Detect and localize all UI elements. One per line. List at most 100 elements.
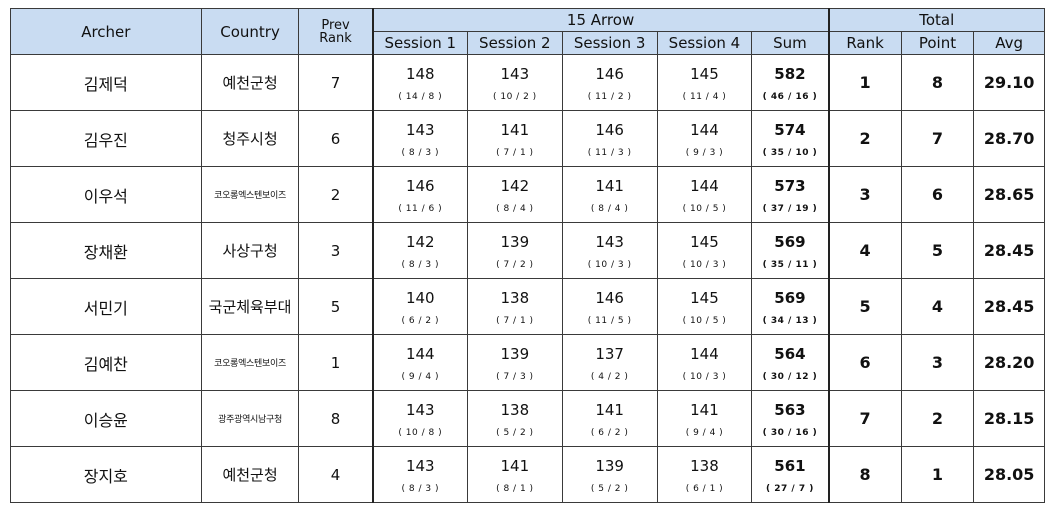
s2-cell: 141 ( 7 / 1 )	[466, 110, 563, 167]
s2-score: 138	[500, 400, 530, 419]
s1-tens-x: ( 8 / 3 )	[401, 147, 439, 158]
sum-score: 569	[774, 232, 806, 251]
s4-tens-x: ( 9 / 4 )	[685, 427, 724, 438]
s4-tens-x: ( 10 / 3 )	[682, 259, 727, 270]
s1-score: 148	[405, 64, 435, 83]
total-point: 6	[900, 166, 975, 223]
s3-tens-x: ( 11 / 3 )	[587, 147, 632, 158]
s2-tens-x: ( 7 / 2 )	[496, 259, 534, 270]
s3-tens-x: ( 8 / 4 )	[590, 203, 629, 214]
s2-cell: 141 ( 8 / 1 )	[466, 446, 563, 503]
s4-cell: 145 ( 10 / 3 )	[656, 222, 753, 279]
s3-score: 141	[595, 400, 624, 419]
sum-cell: 563 ( 30 / 16 )	[751, 390, 830, 447]
s2-cell: 139 ( 7 / 3 )	[466, 334, 563, 391]
s3-cell: 146 ( 11 / 3 )	[561, 110, 658, 167]
archer-team: 사상구청	[200, 222, 300, 279]
s4-score: 141	[690, 400, 719, 419]
sum-cell: 573 ( 37 / 19 )	[751, 166, 830, 223]
s4-tens-x: ( 10 / 3 )	[682, 371, 727, 382]
archer-name: 서민기	[10, 278, 202, 335]
s2-cell: 143 ( 10 / 2 )	[466, 54, 563, 111]
s4-cell: 144 ( 10 / 5 )	[656, 166, 753, 223]
sum-cell: 574 ( 35 / 10 )	[751, 110, 830, 167]
sum-tens-x: ( 30 / 12 )	[762, 371, 818, 382]
s3-score: 139	[595, 456, 624, 475]
s1-tens-x: ( 8 / 3 )	[401, 259, 439, 270]
archer-name: 김예찬	[10, 334, 202, 391]
archer-team: 청주시청	[200, 110, 300, 167]
header-total: Total	[827, 8, 1045, 32]
s2-cell: 138 ( 5 / 2 )	[466, 390, 563, 447]
total-avg: 28.45	[973, 222, 1045, 279]
total-avg: 28.70	[973, 110, 1045, 167]
total-rank: 1	[827, 54, 902, 111]
total-point: 8	[900, 54, 975, 111]
sum-tens-x: ( 46 / 16 )	[762, 91, 818, 102]
s2-tens-x: ( 8 / 1 )	[496, 483, 534, 494]
archer-name: 이승윤	[10, 390, 202, 447]
s2-score: 141	[500, 120, 530, 139]
total-avg: 28.20	[973, 334, 1045, 391]
total-rank: 2	[827, 110, 902, 167]
header-point: Point	[900, 31, 975, 55]
s3-cell: 139 ( 5 / 2 )	[561, 446, 658, 503]
s4-tens-x: ( 6 / 1 )	[685, 483, 724, 494]
total-rank: 8	[827, 446, 902, 503]
s3-cell: 141 ( 8 / 4 )	[561, 166, 658, 223]
s3-cell: 146 ( 11 / 2 )	[561, 54, 658, 111]
prev-rank: 6	[298, 110, 374, 167]
s2-tens-x: ( 8 / 4 )	[496, 203, 534, 214]
total-rank: 6	[827, 334, 902, 391]
table-row: 서민기 국군체육부대 5 140 ( 6 / 2 ) 138 ( 7 / 1 ) 1…	[10, 278, 1045, 335]
header-prev-rank: Prev Rank	[298, 8, 374, 55]
s1-tens-x: ( 14 / 8 )	[398, 91, 443, 102]
archer-team: 코오롱엑스텐보이즈	[200, 166, 300, 223]
s3-tens-x: ( 5 / 2 )	[590, 483, 629, 494]
sum-cell: 582 ( 46 / 16 )	[751, 54, 830, 111]
s1-cell: 142 ( 8 / 3 )	[371, 222, 468, 279]
total-avg: 28.65	[973, 166, 1045, 223]
s4-score: 138	[690, 456, 719, 475]
archer-name: 김우진	[10, 110, 202, 167]
archer-name: 김제덕	[10, 54, 202, 111]
s2-score: 141	[500, 456, 530, 475]
s4-cell: 138 ( 6 / 1 )	[656, 446, 753, 503]
total-point: 1	[900, 446, 975, 503]
s3-score: 141	[595, 176, 624, 195]
header-session-1: Session 1	[371, 31, 468, 55]
table-row: 김우진 청주시청 6 143 ( 8 / 3 ) 141 ( 7 / 1 ) 146…	[10, 110, 1045, 167]
total-point: 4	[900, 278, 975, 335]
total-avg: 28.05	[973, 446, 1045, 503]
s1-score: 143	[405, 400, 435, 419]
s3-score: 146	[595, 288, 624, 307]
s2-tens-x: ( 7 / 1 )	[496, 315, 534, 326]
total-point: 7	[900, 110, 975, 167]
s1-tens-x: ( 11 / 6 )	[398, 203, 443, 214]
s1-cell: 143 ( 8 / 3 )	[371, 110, 468, 167]
s1-cell: 140 ( 6 / 2 )	[371, 278, 468, 335]
s4-score: 144	[690, 344, 719, 363]
archer-team: 예천군청	[200, 446, 300, 503]
s3-cell: 146 ( 11 / 5 )	[561, 278, 658, 335]
table-row: 김예찬 코오롱엑스텐보이즈 1 144 ( 9 / 4 ) 139 ( 7 / 3 …	[10, 334, 1045, 391]
header-avg: Avg	[973, 31, 1045, 55]
archer-team: 예천군청	[200, 54, 300, 111]
header-country: Country	[200, 8, 300, 55]
prev-rank: 2	[298, 166, 374, 223]
s4-score: 144	[690, 120, 719, 139]
s4-tens-x: ( 9 / 3 )	[685, 147, 724, 158]
sum-cell: 564 ( 30 / 12 )	[751, 334, 830, 391]
s1-cell: 144 ( 9 / 4 )	[371, 334, 468, 391]
s1-score: 142	[405, 232, 435, 251]
s2-score: 139	[500, 344, 530, 363]
archer-name: 장지호	[10, 446, 202, 503]
archer-team: 국군체육부대	[200, 278, 300, 335]
s1-cell: 146 ( 11 / 6 )	[371, 166, 468, 223]
total-rank: 7	[827, 390, 902, 447]
header-15-arrow: 15 Arrow	[371, 8, 830, 32]
s3-tens-x: ( 11 / 5 )	[587, 315, 632, 326]
s4-cell: 145 ( 11 / 4 )	[656, 54, 753, 111]
s2-tens-x: ( 7 / 1 )	[496, 147, 534, 158]
prev-rank: 7	[298, 54, 374, 111]
